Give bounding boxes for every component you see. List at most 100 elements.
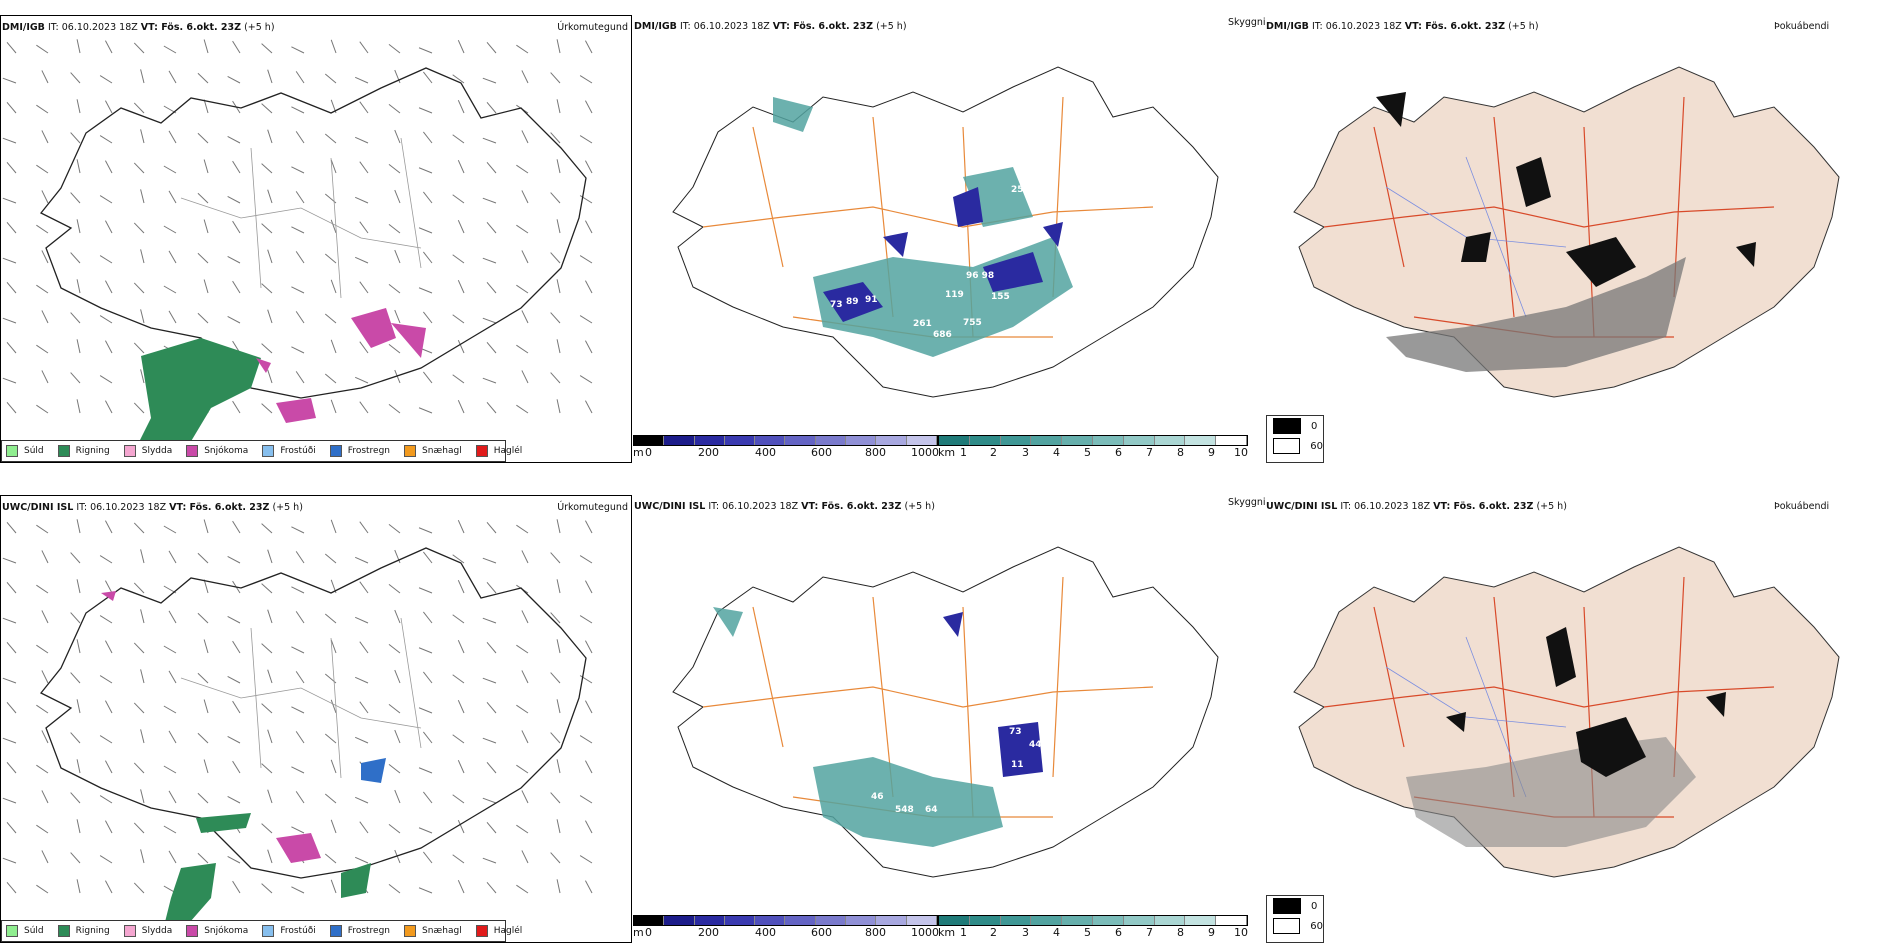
wind-barb	[41, 70, 49, 84]
wind-barb	[359, 101, 369, 114]
wind-barb	[41, 610, 49, 624]
wind-barb	[99, 195, 113, 204]
ceiling-colorbar	[633, 435, 938, 446]
wind-barb	[197, 792, 209, 804]
legend-item: Frostúði	[262, 925, 316, 937]
wind-barb	[203, 579, 209, 594]
wind-barb	[76, 579, 81, 594]
wind-barb	[388, 643, 401, 654]
wind-barb	[140, 789, 145, 804]
wind-barb	[324, 373, 337, 384]
wind-barb	[203, 699, 209, 714]
wind-barb	[227, 675, 241, 684]
legend-label: Snæhagl	[422, 926, 462, 936]
wind-barb	[295, 191, 305, 204]
wind-barb	[359, 821, 369, 834]
wind-barb	[291, 346, 305, 354]
legend-swatch	[1273, 898, 1301, 914]
wind-barb	[394, 189, 401, 204]
wind-barb	[579, 75, 593, 84]
wind-barb	[584, 700, 593, 714]
wind-barb	[197, 132, 209, 144]
wind-barb	[168, 610, 177, 624]
scale-tick: 800	[865, 446, 886, 459]
legend-swatch	[262, 445, 275, 457]
wind-barb	[41, 670, 49, 684]
wind-barb	[104, 700, 113, 714]
scale-tick: 0	[645, 446, 652, 459]
wind-barb	[324, 73, 337, 84]
panel-header: UWC/DINI ISL IT: 06.10.2023 18Z VT: Fös.…	[1266, 501, 1567, 512]
wind-barb	[516, 284, 529, 294]
wind-barb	[422, 551, 433, 564]
wind-barb	[550, 72, 561, 84]
scale-tick: 7	[1146, 926, 1153, 939]
wind-barb	[261, 283, 273, 294]
fog-legend-row: 0	[1267, 416, 1323, 436]
wind-barb	[163, 705, 177, 714]
wind-barb	[267, 249, 273, 264]
legend-label: Súld	[24, 926, 44, 936]
wind-barb	[579, 375, 593, 384]
wind-barb	[418, 167, 433, 174]
wind-barb	[330, 399, 337, 414]
wind-barb	[330, 219, 337, 234]
wind-barb	[261, 103, 273, 114]
wind-barb	[6, 161, 17, 174]
wind-barb	[36, 704, 49, 714]
precip-panel-bottom: UWC/DINI ISL IT: 06.10.2023 18Z VT: Fös.…	[0, 495, 632, 943]
wind-barb	[291, 706, 305, 714]
wind-barb	[168, 790, 177, 804]
wind-barb	[163, 525, 177, 534]
lead-time: (+5 h)	[876, 21, 907, 32]
wind-barb	[482, 137, 497, 144]
wind-barb	[36, 884, 49, 894]
wind-barb	[104, 280, 113, 294]
wind-barb	[133, 882, 145, 894]
wind-barb	[556, 219, 561, 234]
wind-barb	[457, 160, 465, 174]
wind-barb	[330, 819, 337, 834]
wind-barb	[295, 371, 305, 384]
visibility-scale: km 1 2 3 4 5 6 7 8 9 10	[938, 435, 1248, 460]
wind-barb	[36, 344, 49, 354]
wind-barb	[486, 821, 497, 834]
wind-barb	[70, 672, 81, 684]
wind-barb	[394, 249, 401, 264]
iceland-outline	[1293, 66, 1840, 398]
wind-barb	[516, 164, 529, 174]
wind-barb	[394, 729, 401, 744]
wind-barb	[422, 71, 433, 84]
wind-barb	[133, 42, 145, 54]
scale-tick: 7	[1146, 446, 1153, 459]
init-time: IT: 06.10.2023 18Z	[708, 501, 799, 512]
scale-tick: 5	[1084, 446, 1091, 459]
wind-barb	[295, 71, 305, 84]
wind-barb	[2, 617, 17, 624]
wind-barb	[6, 281, 17, 294]
wind-barb	[232, 700, 241, 714]
wind-barb	[291, 586, 305, 594]
wind-barb	[482, 317, 497, 324]
wind-barb	[418, 287, 433, 294]
ceiling-value-labels: 25 249 17 191 65 39 96 98 119 155 74 73 …	[808, 185, 1157, 372]
scale-tick: 400	[755, 446, 776, 459]
wind-barb	[168, 310, 177, 324]
wind-barb	[457, 880, 465, 894]
wind-barb	[452, 614, 465, 624]
wind-barb	[261, 583, 273, 594]
wind-barb	[579, 855, 593, 864]
wind-barb	[521, 790, 529, 804]
wind-barb	[418, 407, 433, 414]
snow-area	[256, 308, 426, 423]
wind-barb	[330, 159, 337, 174]
wind-barb	[227, 255, 241, 264]
valid-time: VT: Fös. 6.okt. 23Z	[801, 501, 902, 512]
wind-barb	[41, 730, 49, 744]
wind-barb	[291, 646, 305, 654]
wind-barb	[388, 223, 401, 234]
wind-barb	[267, 729, 273, 744]
wind-barb	[133, 102, 145, 114]
wind-barb	[486, 581, 497, 594]
wind-barb	[163, 165, 177, 174]
